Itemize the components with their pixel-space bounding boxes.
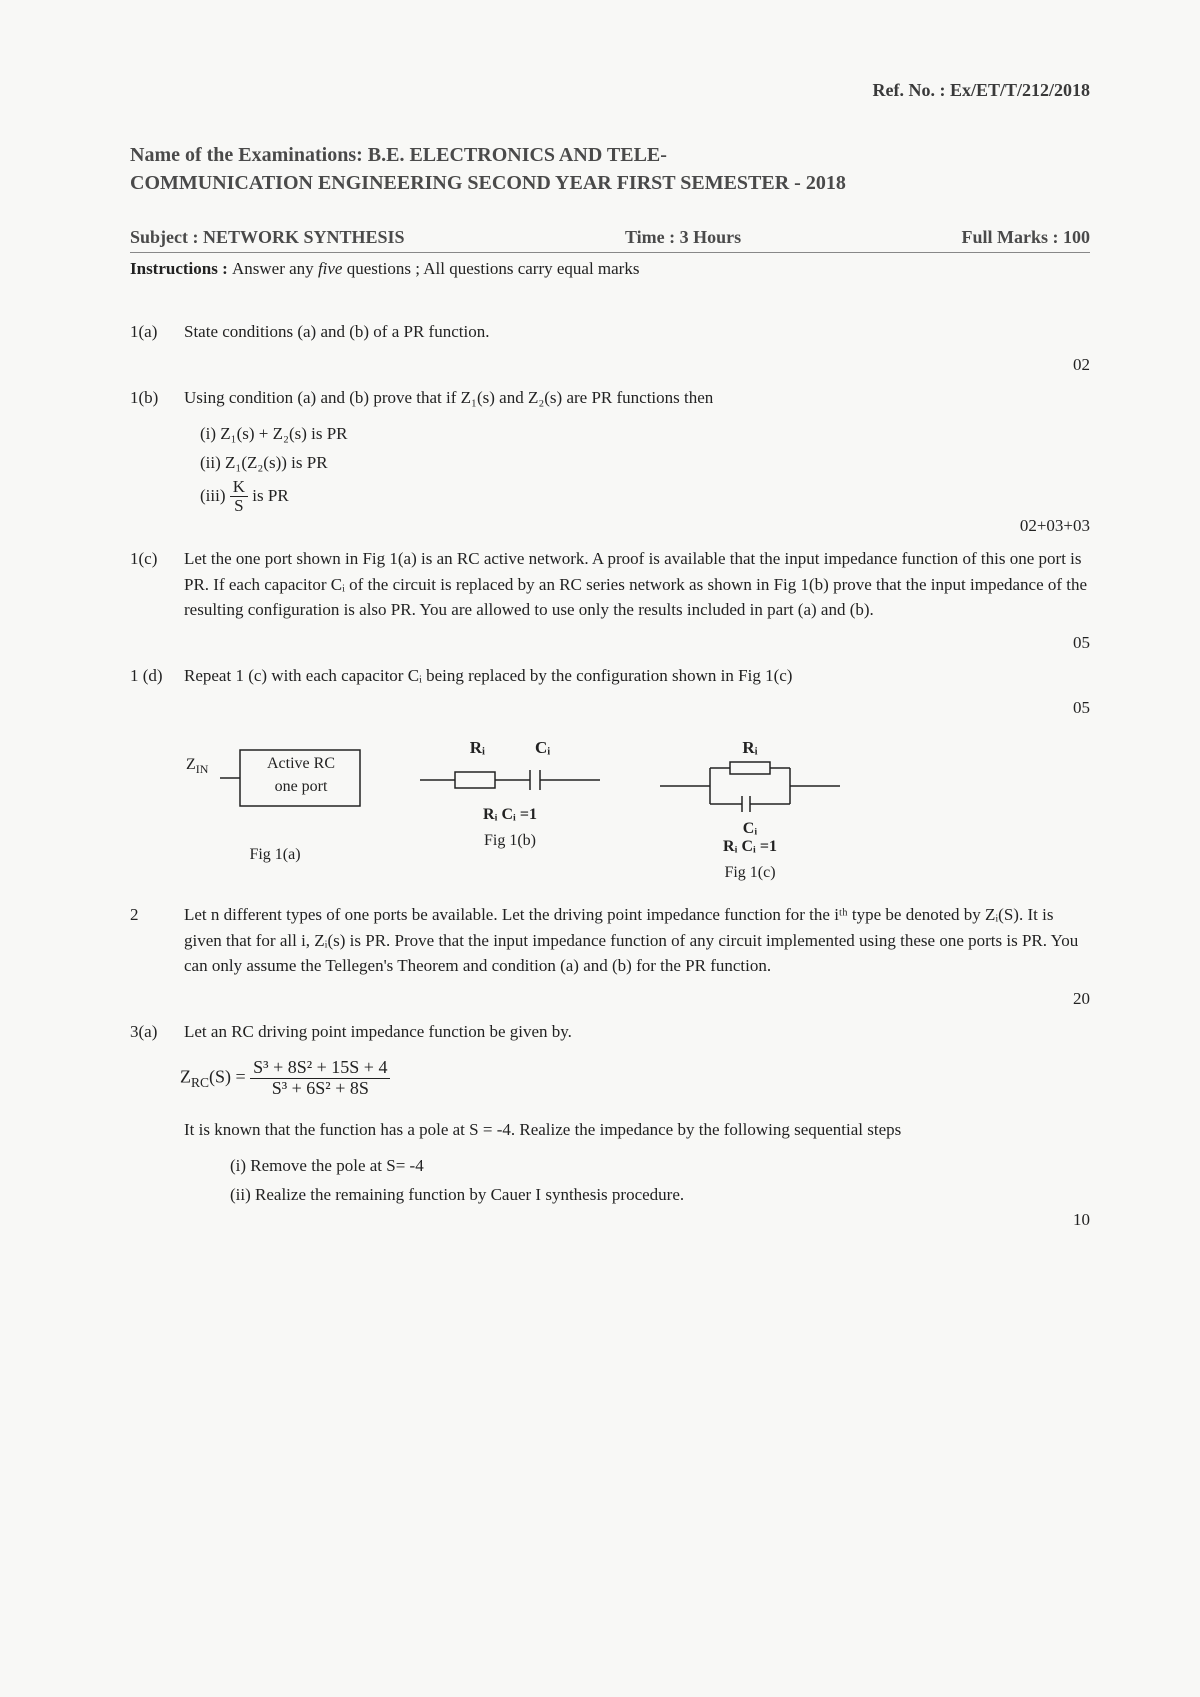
question-2: 2 Let n different types of one ports be … [130, 902, 1090, 979]
figure-1b-svg [410, 760, 610, 800]
formula-lhs: Z [180, 1067, 191, 1087]
fig1c-R-label: Rᵢ [650, 738, 850, 758]
question-number: 1(a) [130, 319, 184, 345]
formula-sub: RC [191, 1075, 209, 1090]
question-body: Let an RC driving point impedance functi… [184, 1019, 1090, 1045]
q3a-formula: ZRC(S) = S³ + 8S² + 15S + 4 S³ + 6S² + 8… [180, 1058, 1090, 1099]
time-label: Time : 3 Hours [625, 227, 741, 248]
question-1a: 1(a) State conditions (a) and (b) of a P… [130, 319, 1090, 345]
question-number: 2 [130, 902, 184, 979]
question-1b-marks: 02+03+03 [130, 516, 1090, 536]
exam-title-line2: COMMUNICATION ENGINEERING SECOND YEAR FI… [130, 172, 846, 194]
question-2-marks: 20 [130, 989, 1090, 1009]
question-body: State conditions (a) and (b) of a PR fun… [184, 319, 1090, 345]
q1b-iii-suffix: is PR [252, 486, 288, 505]
instructions-text: Answer any [232, 259, 318, 278]
question-1c-marks: 05 [130, 633, 1090, 653]
instructions: Instructions : Answer any five questions… [130, 259, 1090, 279]
exam-title: Name of the Examinations: B.E. ELECTRONI… [130, 141, 1090, 197]
figure-row: ZIN Active RC one port Fig 1(a) Rᵢ Cᵢ Rᵢ… [180, 738, 1090, 882]
fig1a-line2: one port [275, 778, 328, 795]
question-1b-subitems: (i) Z₁(s) + Z₂(s) is PR (ii) Z₁(Z₂(s)) i… [130, 420, 1090, 516]
q3a-item-ii: (ii) Realize the remaining function by C… [230, 1181, 1090, 1210]
zin-sub: IN [196, 762, 209, 776]
fig1b-C-label: Cᵢ [535, 738, 550, 758]
question-body: Repeat 1 (c) with each capacitor Cᵢ bein… [184, 663, 1090, 689]
reference-number: Ref. No. : Ex/ET/T/212/2018 [130, 80, 1090, 101]
q1b-item-i: (i) Z₁(s) + Z₂(s) is PR [200, 420, 1090, 449]
exam-title-line1: Name of the Examinations: B.E. ELECTRONI… [130, 144, 667, 166]
instructions-prefix: Instructions : [130, 259, 232, 278]
question-1d: 1 (d) Repeat 1 (c) with each capacitor C… [130, 663, 1090, 689]
fraction-den: S [230, 497, 248, 516]
q1b-iii-prefix: (iii) [200, 486, 230, 505]
question-body: Let n different types of one ports be av… [184, 902, 1090, 979]
question-3a-text2: It is known that the function has a pole… [130, 1117, 1090, 1143]
q3a-item-i: (i) Remove the pole at S= -4 [230, 1152, 1090, 1181]
fig1a-line1: Active RC [267, 755, 335, 772]
question-number: 3(a) [130, 1019, 184, 1045]
question-3a-subitems: (i) Remove the pole at S= -4 (ii) Realiz… [130, 1152, 1090, 1210]
question-3a: 3(a) Let an RC driving point impedance f… [130, 1019, 1090, 1045]
subject-row: Subject : NETWORK SYNTHESIS Time : 3 Hou… [130, 227, 1090, 253]
question-1a-marks: 02 [130, 355, 1090, 375]
fig1b-R-label: Rᵢ [470, 738, 485, 758]
q1b-item-iii: (iii) K S is PR [200, 478, 1090, 516]
instructions-italic: five [318, 259, 343, 278]
question-number: 1 (d) [130, 663, 184, 689]
formula-fraction: S³ + 8S² + 15S + 4 S³ + 6S² + 8S [250, 1058, 390, 1099]
formula-num: S³ + 8S² + 15S + 4 [250, 1058, 390, 1079]
question-1d-marks: 05 [130, 698, 1090, 718]
question-body: It is known that the function has a pole… [184, 1117, 1090, 1143]
fraction-num: K [230, 478, 248, 498]
question-1c: 1(c) Let the one port shown in Fig 1(a) … [130, 546, 1090, 623]
question-3a-marks: 10 [130, 1210, 1090, 1230]
q1b-item-ii: (ii) Z₁(Z₂(s)) is PR [200, 449, 1090, 478]
fig1b-condition: Rᵢ Cᵢ =1 [410, 806, 610, 824]
figure-1b: Rᵢ Cᵢ Rᵢ Cᵢ =1 Fig 1(b) [410, 738, 610, 882]
question-body: Let the one port shown in Fig 1(a) is an… [184, 546, 1090, 623]
question-1b: 1(b) Using condition (a) and (b) prove t… [130, 385, 1090, 411]
fraction-k-over-s: K S [230, 478, 248, 516]
formula-arg: (S) = [209, 1067, 250, 1087]
fullmarks-label: Full Marks : 100 [961, 227, 1090, 248]
fig1a-caption: Fig 1(a) [180, 846, 370, 864]
figure-1c-svg [650, 758, 850, 814]
question-body: Using condition (a) and (b) prove that i… [184, 385, 1090, 411]
formula-den: S³ + 6S² + 8S [250, 1079, 390, 1099]
fig1c-C-label: Cᵢ [650, 820, 850, 838]
subject-label: Subject : NETWORK SYNTHESIS [130, 227, 405, 248]
question-number: 1(c) [130, 546, 184, 623]
fig1c-condition: Rᵢ Cᵢ =1 [650, 838, 850, 856]
figure-1c: Rᵢ Cᵢ Rᵢ Cᵢ =1 Fig 1(c) [650, 738, 850, 882]
zin-label: Z [186, 756, 196, 773]
question-number: 1(b) [130, 385, 184, 411]
instructions-suffix: questions ; All questions carry equal ma… [342, 259, 639, 278]
fig1c-caption: Fig 1(c) [650, 864, 850, 882]
fig1b-caption: Fig 1(b) [410, 832, 610, 850]
figure-1a: ZIN Active RC one port Fig 1(a) [180, 738, 370, 882]
